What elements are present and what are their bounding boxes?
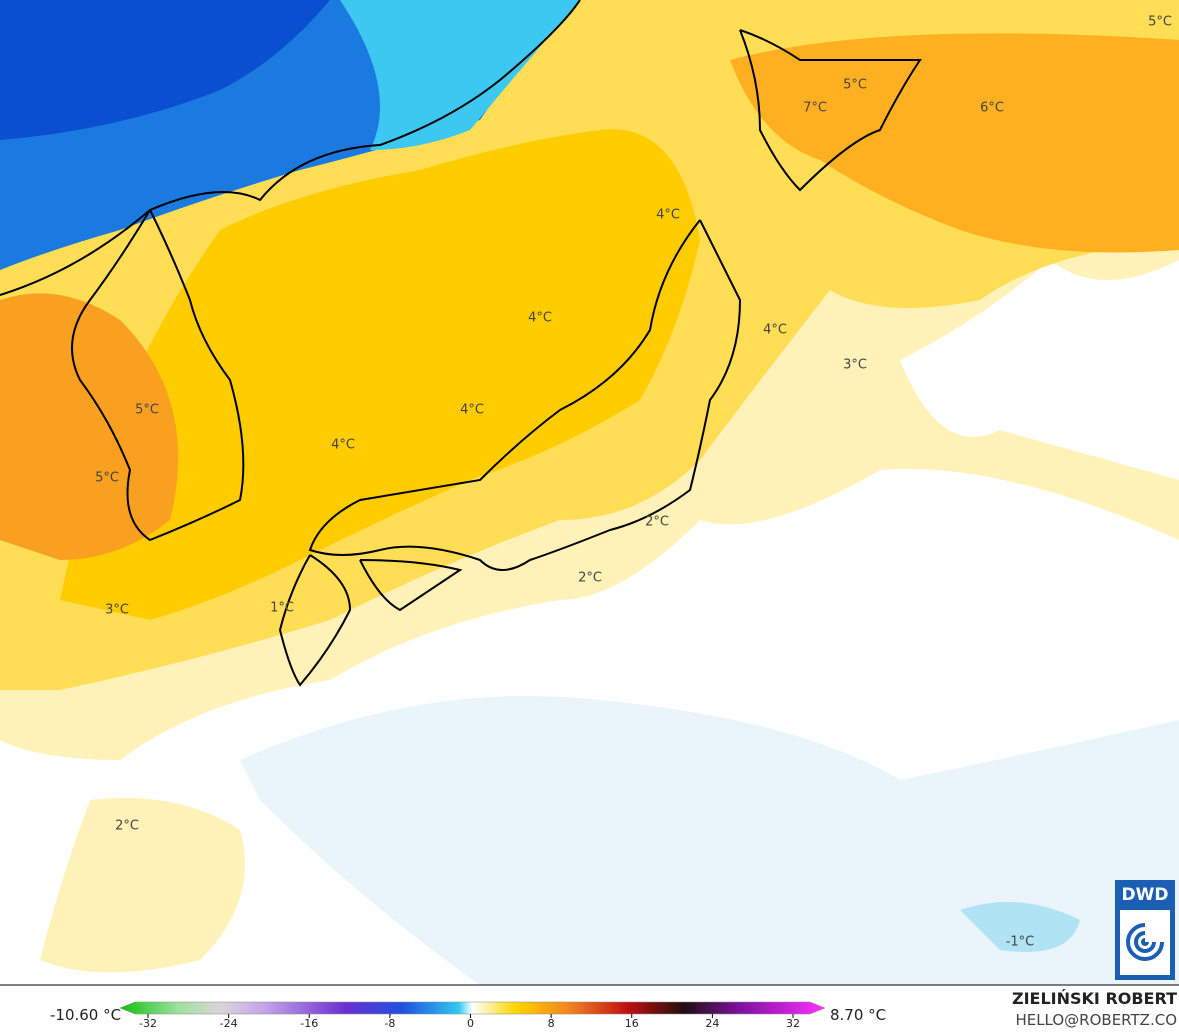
- cool-patch: [960, 902, 1080, 952]
- coast: [359, 559, 463, 612]
- core-zone: [60, 129, 700, 620]
- logo-swirl: [1126, 923, 1164, 961]
- temperature-label: 4°C: [460, 403, 484, 418]
- cool-zone: [340, 0, 580, 150]
- colorbar-min: -10.60 °C: [50, 1006, 121, 1024]
- temperature-label: 4°C: [331, 438, 355, 453]
- colorbar-tick-label: -16: [300, 1017, 318, 1030]
- email: HELLO@ROBERTZ.CO: [1015, 1011, 1177, 1029]
- coast: [278, 554, 352, 687]
- coast: [0, 0, 581, 296]
- temperature-label: 3°C: [843, 358, 867, 373]
- cool-sea: [240, 696, 1179, 985]
- colorbar-tick-label: -8: [384, 1017, 395, 1030]
- colorbar-tick-label: -32: [139, 1017, 157, 1030]
- temperature-label: 5°C: [95, 471, 119, 486]
- temperature-label: -1°C: [1006, 935, 1035, 950]
- coastlines: [0, 0, 922, 687]
- cold-core: [0, 0, 330, 140]
- coast: [71, 209, 245, 542]
- map-field: [0, 0, 1179, 985]
- colorbar-tick-label: 32: [786, 1017, 800, 1030]
- colorbar-tick-label: 8: [548, 1017, 555, 1030]
- colorbar-tick-label: -24: [220, 1017, 238, 1030]
- temperature-label: 2°C: [115, 819, 139, 834]
- warm-patch: [40, 798, 245, 973]
- colorbar-tick-label: 0: [467, 1017, 474, 1030]
- colorbar: [119, 1001, 826, 1015]
- temperature-label: 2°C: [645, 515, 669, 530]
- temperature-label: 7°C: [803, 101, 827, 116]
- temperature-label: 2°C: [578, 571, 602, 586]
- temperature-label: 5°C: [135, 403, 159, 418]
- temperature-label: 4°C: [528, 311, 552, 326]
- temperature-label: 4°C: [656, 208, 680, 223]
- logo-text: DWD: [1122, 885, 1169, 905]
- temperature-label: 1°C: [270, 601, 294, 616]
- temperature-label: 4°C: [763, 323, 787, 338]
- temperature-label: 5°C: [1148, 15, 1172, 30]
- author: ZIELIŃSKI ROBERT: [1012, 989, 1177, 1008]
- orange-zone-north: [730, 33, 1179, 253]
- temperature-label: 5°C: [843, 78, 867, 93]
- colorbar-max: 8.70 °C: [830, 1006, 886, 1024]
- temperature-label: 3°C: [105, 603, 129, 618]
- coast: [308, 219, 742, 571]
- orange-zone-west: [0, 293, 179, 560]
- temperature-label: 6°C: [980, 101, 1004, 116]
- coast: [739, 29, 922, 192]
- colorbar-tick-label: 16: [625, 1017, 639, 1030]
- colorbar-tick-label: 24: [705, 1017, 719, 1030]
